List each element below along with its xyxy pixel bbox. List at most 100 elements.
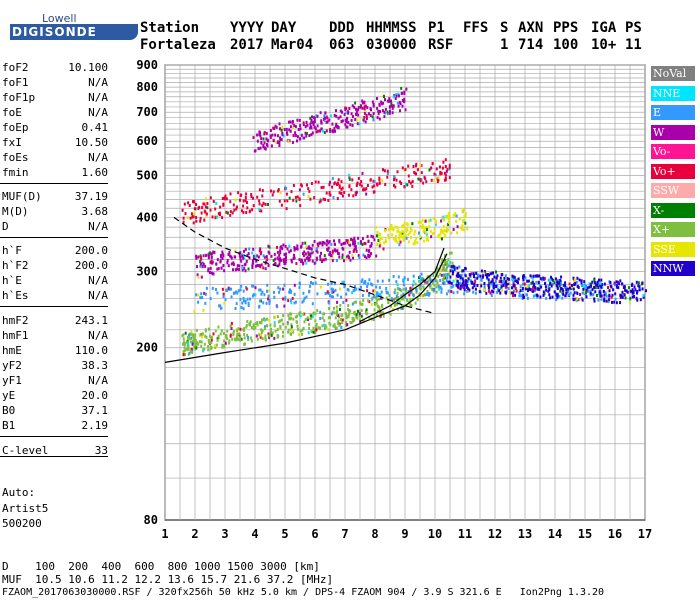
data-point bbox=[190, 336, 193, 340]
data-point bbox=[211, 215, 214, 219]
legend-item: NoVal bbox=[651, 66, 695, 81]
data-point bbox=[458, 217, 461, 221]
data-point bbox=[426, 292, 429, 296]
header-value: 2017 bbox=[230, 37, 264, 53]
data-point bbox=[556, 285, 559, 289]
data-point bbox=[266, 324, 269, 328]
param-key: yF2 bbox=[2, 359, 22, 372]
data-point bbox=[625, 289, 628, 293]
data-point bbox=[409, 181, 412, 185]
data-point bbox=[347, 173, 350, 177]
data-point bbox=[453, 266, 456, 269]
data-point bbox=[433, 178, 436, 182]
data-point bbox=[262, 144, 265, 148]
data-point bbox=[273, 252, 276, 256]
data-point bbox=[420, 294, 423, 298]
data-point bbox=[347, 121, 350, 124]
data-point bbox=[341, 255, 344, 259]
data-point bbox=[341, 321, 344, 324]
header-value: 100 bbox=[553, 37, 579, 53]
data-point bbox=[516, 278, 519, 281]
data-point bbox=[439, 170, 442, 174]
data-point bbox=[299, 127, 302, 131]
data-point bbox=[348, 256, 351, 260]
data-point bbox=[254, 326, 257, 329]
data-point bbox=[427, 292, 430, 295]
data-point bbox=[347, 254, 350, 258]
data-point bbox=[519, 294, 522, 298]
data-point bbox=[194, 338, 197, 342]
data-point bbox=[348, 176, 351, 180]
data-point bbox=[621, 290, 624, 294]
data-point bbox=[306, 123, 309, 127]
data-point bbox=[360, 180, 363, 183]
data-point bbox=[454, 213, 457, 217]
data-point bbox=[290, 332, 293, 336]
data-point bbox=[474, 287, 477, 291]
data-point bbox=[352, 256, 354, 260]
data-point bbox=[256, 139, 259, 143]
data-point bbox=[553, 281, 556, 285]
data-point bbox=[609, 281, 612, 284]
data-point bbox=[521, 289, 524, 293]
data-point bbox=[508, 291, 511, 294]
data-point bbox=[372, 190, 375, 194]
param-value: 10.50 bbox=[74, 136, 108, 149]
data-point bbox=[336, 249, 339, 253]
data-point bbox=[460, 273, 463, 277]
header-label: PPS bbox=[553, 20, 579, 36]
data-point bbox=[292, 198, 295, 202]
data-point bbox=[347, 288, 350, 292]
data-point bbox=[616, 285, 618, 289]
data-point bbox=[339, 115, 342, 119]
data-point bbox=[366, 235, 369, 239]
data-point bbox=[491, 278, 494, 282]
data-point bbox=[332, 196, 335, 200]
data-point bbox=[292, 256, 295, 260]
data-point bbox=[550, 275, 552, 279]
data-point bbox=[232, 329, 235, 333]
data-point bbox=[331, 251, 334, 255]
data-point bbox=[575, 299, 578, 303]
data-point bbox=[569, 291, 572, 295]
data-point bbox=[302, 123, 305, 127]
data-point bbox=[284, 261, 287, 265]
data-point bbox=[619, 279, 622, 283]
data-point bbox=[456, 225, 459, 229]
data-point bbox=[564, 294, 567, 298]
data-point bbox=[341, 253, 344, 257]
data-point bbox=[339, 308, 341, 311]
data-point bbox=[197, 342, 200, 346]
data-point bbox=[292, 134, 295, 137]
data-point bbox=[430, 287, 433, 291]
data-point bbox=[516, 280, 518, 284]
data-point bbox=[379, 241, 382, 245]
data-point bbox=[339, 303, 342, 307]
data-point bbox=[193, 336, 196, 340]
data-point bbox=[539, 277, 542, 281]
data-point bbox=[239, 298, 242, 301]
data-point bbox=[306, 183, 308, 187]
data-point bbox=[451, 272, 454, 276]
data-point bbox=[331, 177, 334, 181]
data-point bbox=[247, 338, 250, 341]
data-point bbox=[637, 281, 640, 285]
data-point bbox=[383, 169, 386, 173]
data-point bbox=[374, 296, 377, 300]
data-point bbox=[265, 137, 268, 141]
data-point bbox=[513, 283, 515, 287]
data-point bbox=[597, 283, 600, 287]
data-point bbox=[393, 184, 395, 187]
data-point bbox=[399, 298, 401, 302]
data-point bbox=[507, 280, 510, 284]
data-point bbox=[595, 283, 598, 287]
data-point bbox=[222, 203, 225, 207]
data-point bbox=[284, 257, 287, 261]
data-point bbox=[320, 121, 323, 125]
data-point bbox=[314, 281, 317, 285]
data-point bbox=[357, 113, 360, 117]
data-point bbox=[207, 254, 210, 258]
data-point bbox=[612, 288, 615, 292]
profile-curve bbox=[359, 247, 445, 323]
data-point bbox=[568, 282, 571, 286]
